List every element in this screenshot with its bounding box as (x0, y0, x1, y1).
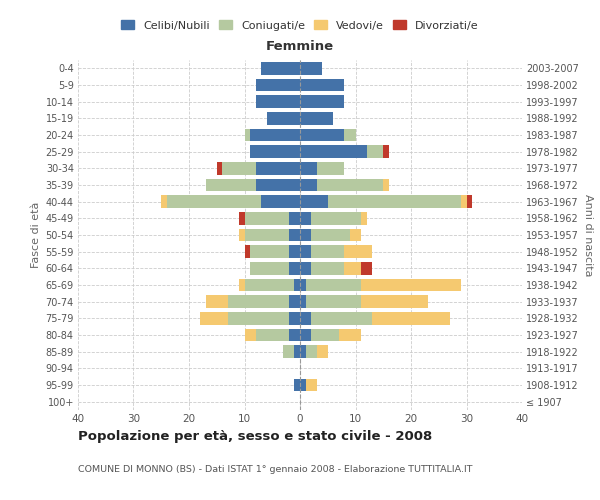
Bar (256, 79, 300, 92)
Bar (305, 296, 361, 308)
Bar (367, 146, 383, 158)
Bar (311, 312, 372, 324)
Bar (283, 346, 295, 358)
Bar (289, 229, 300, 241)
Bar (344, 246, 372, 258)
Bar (206, 296, 228, 308)
Bar (300, 62, 322, 74)
Bar (300, 129, 344, 141)
Bar (305, 346, 317, 358)
Bar (300, 96, 344, 108)
Bar (300, 312, 311, 324)
Bar (300, 379, 305, 391)
Bar (300, 296, 305, 308)
Bar (311, 229, 350, 241)
Bar (217, 162, 223, 174)
Bar (239, 279, 245, 291)
Bar (317, 346, 328, 358)
Bar (289, 296, 300, 308)
Bar (256, 179, 300, 192)
Bar (261, 62, 300, 74)
Bar (295, 346, 300, 358)
Bar (300, 329, 311, 341)
Bar (200, 312, 228, 324)
Bar (289, 262, 300, 274)
Bar (261, 196, 300, 208)
Bar (250, 129, 300, 141)
Text: COMUNE DI MONNO (BS) - Dati ISTAT 1° gennaio 2008 - Elaborazione TUTTITALIA.IT: COMUNE DI MONNO (BS) - Dati ISTAT 1° gen… (78, 465, 473, 474)
Text: Femmine: Femmine (266, 40, 334, 53)
Bar (311, 329, 339, 341)
Bar (245, 212, 289, 224)
Bar (311, 262, 344, 274)
Bar (300, 196, 328, 208)
Bar (300, 162, 317, 174)
Bar (250, 262, 289, 274)
Bar (300, 146, 367, 158)
Bar (300, 79, 344, 92)
Bar (361, 212, 367, 224)
Bar (161, 196, 167, 208)
Y-axis label: Fasce di età: Fasce di età (31, 202, 41, 268)
Bar (300, 262, 311, 274)
Bar (245, 246, 250, 258)
Bar (250, 146, 300, 158)
Bar (256, 329, 289, 341)
Bar (250, 246, 289, 258)
Bar (305, 279, 361, 291)
Bar (300, 112, 334, 124)
Bar (467, 196, 472, 208)
Bar (361, 296, 428, 308)
Bar (300, 279, 305, 291)
Bar (256, 96, 300, 108)
Bar (300, 246, 311, 258)
Bar (295, 379, 300, 391)
Bar (256, 162, 300, 174)
Bar (328, 196, 461, 208)
Bar (317, 179, 383, 192)
Bar (239, 229, 245, 241)
Bar (295, 279, 300, 291)
Legend: Celibi/Nubili, Coniugati/e, Vedovi/e, Divorziati/e: Celibi/Nubili, Coniugati/e, Vedovi/e, Di… (121, 20, 479, 30)
Bar (344, 262, 361, 274)
Bar (383, 179, 389, 192)
Bar (245, 229, 289, 241)
Bar (311, 246, 344, 258)
Bar (311, 212, 361, 224)
Bar (372, 312, 450, 324)
Bar (339, 329, 361, 341)
Bar (206, 179, 256, 192)
Bar (245, 279, 295, 291)
Bar (239, 212, 245, 224)
Bar (228, 312, 289, 324)
Bar (383, 146, 389, 158)
Bar (300, 346, 305, 358)
Bar (228, 296, 289, 308)
Bar (300, 179, 317, 192)
Bar (245, 329, 256, 341)
Bar (300, 212, 311, 224)
Bar (267, 112, 300, 124)
Bar (361, 262, 372, 274)
Bar (317, 162, 344, 174)
Bar (289, 329, 300, 341)
Bar (344, 129, 356, 141)
Bar (361, 279, 461, 291)
Bar (289, 312, 300, 324)
Bar (461, 196, 467, 208)
Bar (289, 246, 300, 258)
Bar (245, 129, 250, 141)
Bar (289, 212, 300, 224)
Bar (167, 196, 261, 208)
Y-axis label: Anni di nascita: Anni di nascita (583, 194, 593, 276)
Bar (305, 379, 317, 391)
Bar (350, 229, 361, 241)
Bar (300, 229, 311, 241)
Text: Popolazione per età, sesso e stato civile - 2008: Popolazione per età, sesso e stato civil… (78, 430, 432, 443)
Bar (223, 162, 256, 174)
